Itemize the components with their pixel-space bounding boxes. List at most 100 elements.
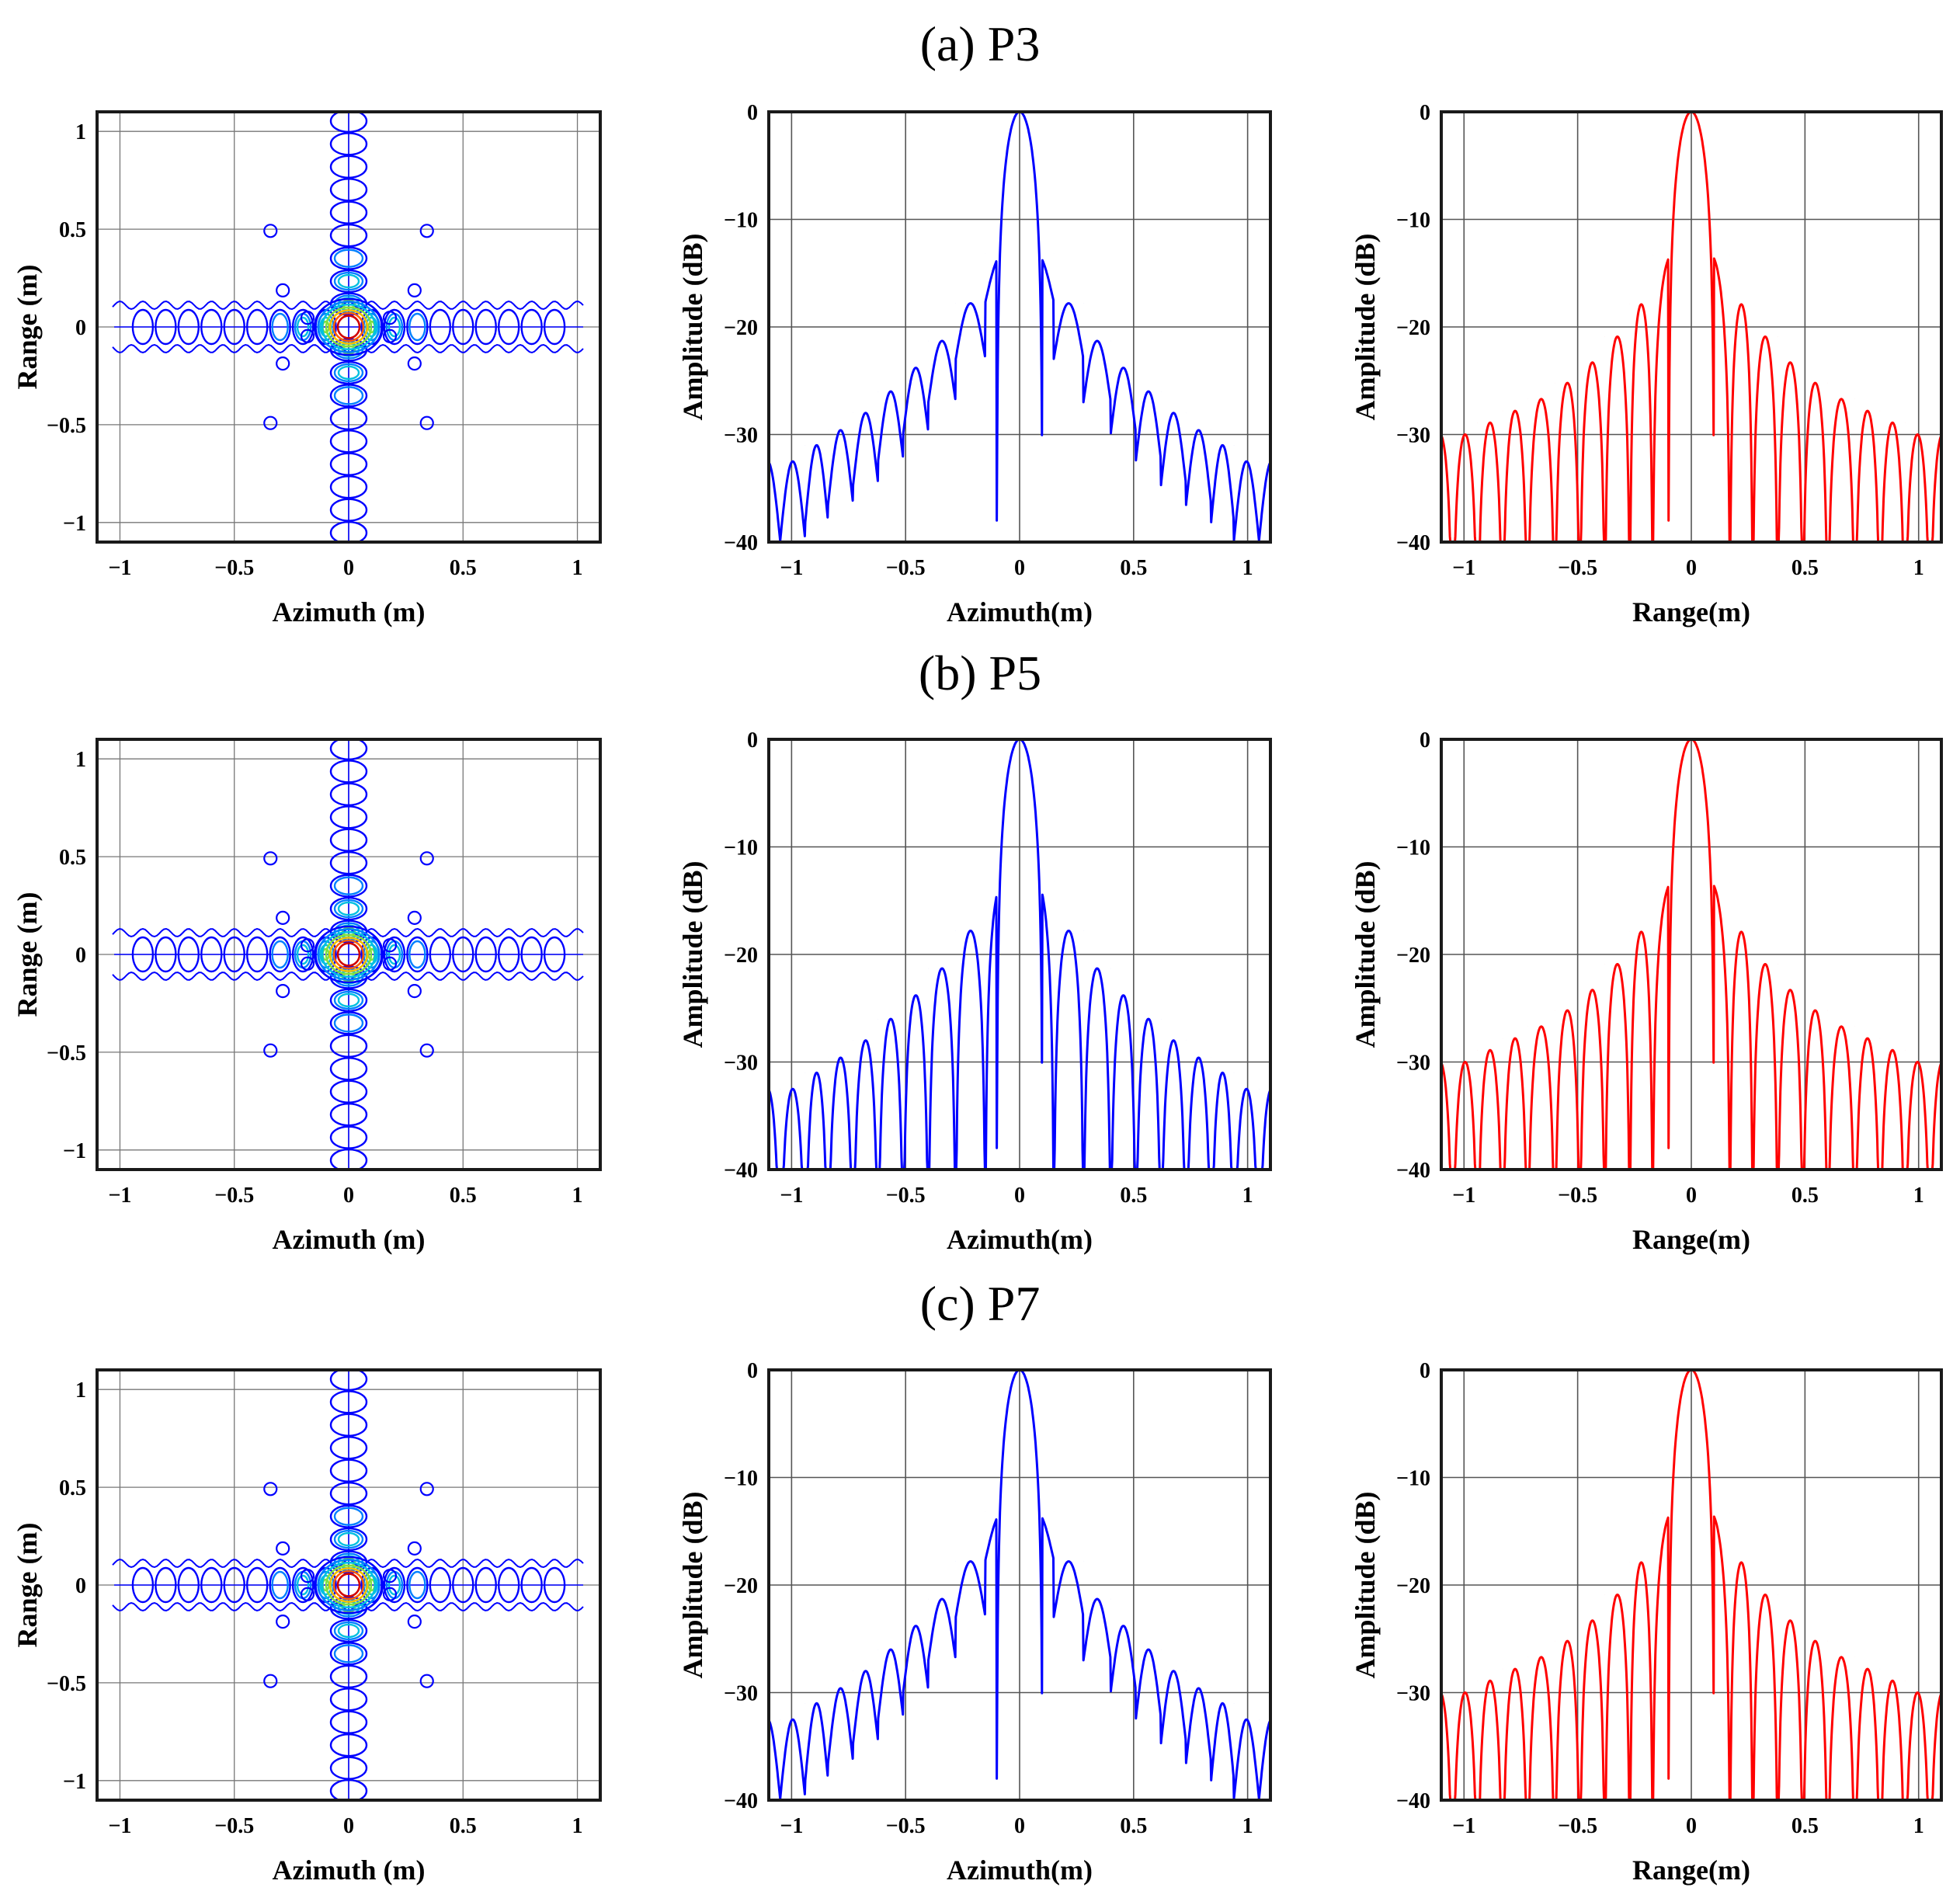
- contour-lobe: [329, 874, 368, 898]
- contour-lobe: [329, 1688, 368, 1712]
- contour-lobe: [474, 308, 497, 346]
- y-axis-label: Range (m): [12, 265, 43, 390]
- contour-lobe: [329, 1458, 368, 1483]
- plot-frame: [767, 738, 1272, 1171]
- y-tick-label: −40: [1396, 1159, 1430, 1183]
- y-tick-label: −40: [724, 531, 758, 555]
- contour-lobe: [296, 944, 310, 965]
- contour-lobe: [329, 782, 368, 807]
- contour-lobe: [329, 406, 368, 431]
- contour-lobe: [329, 1618, 368, 1643]
- y-tick-label: −20: [1396, 316, 1430, 340]
- contour-lobe: [333, 1013, 364, 1033]
- y-tick-label: 1: [75, 748, 86, 772]
- plot-frame: [1440, 110, 1943, 544]
- y-tick-label: −10: [1396, 1467, 1430, 1491]
- y-axis-label: Amplitude (dB): [1350, 1491, 1381, 1678]
- y-tick-label: −0.5: [47, 1041, 86, 1065]
- contour-lobe: [329, 155, 368, 179]
- contour-lobe: [406, 1566, 429, 1604]
- x-tick-label: 0: [1014, 1184, 1025, 1208]
- contour-lobe: [329, 498, 368, 522]
- x-tick-label: −0.5: [1558, 1814, 1597, 1838]
- x-axis-label: Range(m): [1632, 1855, 1750, 1886]
- contour-lines: [112, 739, 584, 1170]
- y-axis-label: Range (m): [12, 1523, 43, 1648]
- contour-lobe: [329, 1664, 368, 1689]
- x-axis-label: Azimuth (m): [273, 1224, 426, 1255]
- x-tick-label: 1: [1913, 556, 1924, 580]
- x-tick-label: 1: [572, 1184, 583, 1208]
- contour-lobe: [329, 1436, 368, 1460]
- contour-lobe: [408, 940, 426, 969]
- contour-lobe: [333, 990, 364, 1010]
- contour-lobe: [245, 1566, 269, 1604]
- contour-lobe: [387, 1574, 401, 1596]
- contour-lobe: [131, 308, 155, 346]
- contour-lobe: [329, 1527, 368, 1552]
- contour-lobe: [223, 308, 245, 346]
- x-tick-label: 0: [1014, 556, 1025, 580]
- y-tick-label: 0: [75, 1574, 86, 1598]
- y-axis-label: Amplitude (dB): [677, 1491, 708, 1678]
- y-tick-label: 0: [1420, 101, 1430, 125]
- x-tick-label: −1: [108, 1814, 131, 1838]
- contour-lobe: [520, 308, 543, 346]
- contour-lobe: [497, 1566, 520, 1604]
- y-tick-label: −20: [724, 944, 758, 968]
- contour-lobe: [269, 936, 291, 973]
- y-axis-label: Amplitude (dB): [1350, 233, 1381, 420]
- plot-frame: [96, 110, 602, 544]
- y-tick-label: 0.5: [59, 218, 86, 242]
- contour-lobe: [387, 944, 401, 965]
- x-tick-label: 0.5: [1120, 1814, 1147, 1838]
- contour-lobe: [408, 312, 426, 342]
- contour-lobe: [329, 223, 368, 248]
- y-tick-label: −30: [724, 1052, 758, 1076]
- x-tick-label: −0.5: [214, 1814, 254, 1838]
- contour-lobe: [543, 936, 566, 973]
- contour-lobe: [329, 1481, 368, 1506]
- profile-curve: [769, 112, 1270, 542]
- y-tick-label: 0: [75, 316, 86, 340]
- x-tick-label: −1: [1452, 556, 1475, 580]
- contour-lobe: [319, 944, 332, 965]
- contour-lobe: [329, 1148, 368, 1170]
- contour-lobe: [245, 936, 269, 973]
- contour-lobe: [155, 936, 177, 973]
- contour-lobe: [131, 936, 155, 973]
- contour-lobe: [406, 936, 429, 973]
- y-tick-label: −20: [1396, 944, 1430, 968]
- panel-1-2: −1 −0.5 0 0.5 1 0 −10 −20 −30 −40 Range(m) Amplitud…: [1350, 728, 1943, 1255]
- y-tick-label: −40: [1396, 1789, 1430, 1813]
- x-tick-label: −0.5: [886, 1184, 926, 1208]
- x-tick-label: −1: [780, 556, 803, 580]
- contour-lobe: [329, 1504, 368, 1528]
- x-tick-label: 0.5: [1791, 556, 1819, 580]
- y-tick-label: −30: [724, 1682, 758, 1706]
- contour-cross-line: [114, 1370, 583, 1800]
- contour-lobe: [452, 1566, 474, 1604]
- x-tick-label: 0.5: [1791, 1184, 1819, 1208]
- contour-lobe: [365, 944, 378, 965]
- y-tick-label: −1: [63, 512, 86, 536]
- contour-lobe: [329, 988, 368, 1013]
- x-tick-label: 1: [1913, 1184, 1924, 1208]
- contour-lobe: [291, 1566, 315, 1604]
- y-tick-label: 0: [75, 944, 86, 968]
- contour-lobe: [329, 1102, 368, 1127]
- contour-lobe: [429, 308, 452, 346]
- contour-cross-line: [114, 112, 583, 542]
- x-axis-label: Azimuth(m): [947, 1855, 1093, 1886]
- x-tick-label: −1: [780, 1184, 803, 1208]
- contour-lobe: [497, 936, 520, 973]
- contour-lobe: [452, 308, 474, 346]
- profile-curve: [1441, 112, 1941, 542]
- contour-lobe: [223, 1566, 245, 1604]
- contour-lobe: [177, 936, 200, 973]
- contour-lobe: [155, 1566, 177, 1604]
- x-tick-label: −0.5: [1558, 1184, 1597, 1208]
- x-tick-label: 1: [1242, 1814, 1253, 1838]
- contour-lobe: [333, 363, 364, 383]
- contour-lobe: [497, 308, 520, 346]
